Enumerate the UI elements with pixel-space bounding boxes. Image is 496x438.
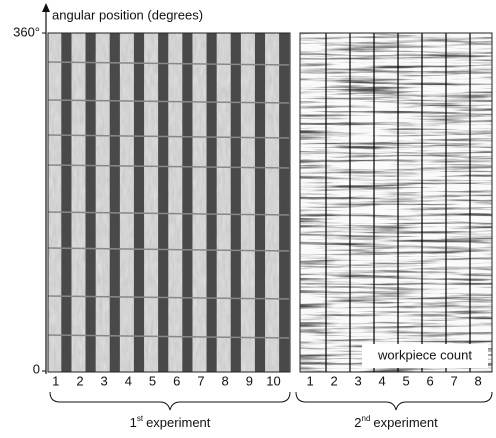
horizontal-line xyxy=(47,247,291,252)
x-tick-label: 9 xyxy=(246,373,253,388)
x-tick-label: 1 xyxy=(306,373,313,388)
x-tick-label: 10 xyxy=(266,373,280,388)
column-lines xyxy=(325,33,471,372)
x-tick-label: 4 xyxy=(378,373,385,388)
stripe xyxy=(206,33,217,372)
caption-number: 1 xyxy=(130,415,137,430)
stripe xyxy=(133,33,145,372)
horizontal-line xyxy=(47,61,291,66)
caption: 1st experiment xyxy=(130,414,211,430)
panel-1 xyxy=(47,32,291,373)
brace xyxy=(49,391,291,411)
x-tick-label: 7 xyxy=(450,373,457,388)
panel-2: workpiece count xyxy=(299,32,493,373)
caption-text: experiment xyxy=(373,415,438,430)
panel-texture xyxy=(300,33,492,372)
stripe xyxy=(85,33,96,372)
x-tick-label: 4 xyxy=(125,373,132,388)
x-tick-label: 3 xyxy=(101,373,108,388)
stripe xyxy=(182,33,193,372)
x-tick-label: 8 xyxy=(222,373,229,388)
caption-suffix: nd xyxy=(362,414,371,423)
panel-texture xyxy=(48,33,290,372)
y-axis-label: angular position (degrees) xyxy=(52,7,203,22)
panel-border xyxy=(299,32,493,373)
caption: 2nd experiment xyxy=(354,414,438,430)
caption-text: experiment xyxy=(146,415,211,430)
horizontal-line xyxy=(47,164,291,169)
stripe xyxy=(230,33,241,372)
horizontal-line xyxy=(47,211,291,216)
panel-border xyxy=(47,32,291,373)
stripe xyxy=(61,33,72,372)
brace xyxy=(295,391,493,411)
stripe xyxy=(279,33,290,372)
x-tick-label: 6 xyxy=(173,373,180,388)
caption-suffix: st xyxy=(137,414,144,423)
x-tick-label: 7 xyxy=(197,373,204,388)
stripe xyxy=(254,33,266,372)
stripe xyxy=(158,33,169,372)
annotation-box xyxy=(362,344,488,368)
annotation: workpiece count xyxy=(377,347,472,362)
x-tick-label: 6 xyxy=(426,373,433,388)
x-tick-label: 3 xyxy=(354,373,361,388)
labels: 1 2 3 4 5 6 7 8 9 10 1 2 3 4 5 6 7 8 xyxy=(52,373,482,388)
x-tick-label: 1 xyxy=(52,373,59,388)
horizontal-line xyxy=(47,295,291,300)
x-tick-label: 5 xyxy=(149,373,156,388)
y-tick-label: 0 xyxy=(33,361,40,376)
x-tick-label: 5 xyxy=(402,373,409,388)
y-tick-label: 360° xyxy=(13,24,40,39)
stripes xyxy=(47,33,291,372)
stripe xyxy=(109,33,120,372)
x-tick-label: 2 xyxy=(330,373,337,388)
horizontal-line xyxy=(47,99,291,104)
x-tick-label: 2 xyxy=(76,373,83,388)
horizontal-line xyxy=(47,134,291,139)
y-axis-arrow xyxy=(42,3,50,12)
caption-number: 2 xyxy=(354,415,361,430)
horizontal-line xyxy=(47,334,291,339)
x-tick-label: 8 xyxy=(474,373,481,388)
